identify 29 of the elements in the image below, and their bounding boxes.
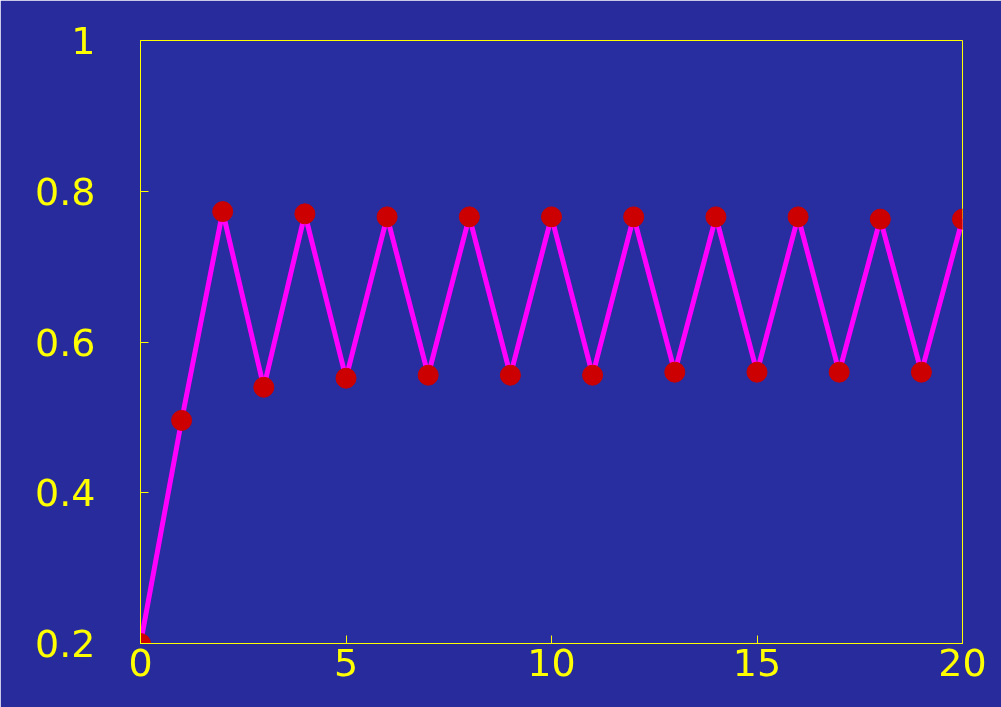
y-tick-label: 0.6 bbox=[35, 320, 96, 365]
point bbox=[458, 206, 480, 228]
point bbox=[664, 361, 686, 383]
x-tick-label: 0 bbox=[128, 640, 153, 685]
point bbox=[541, 206, 562, 228]
point bbox=[212, 201, 234, 223]
point bbox=[787, 206, 809, 228]
point bbox=[499, 364, 521, 386]
point bbox=[869, 208, 891, 230]
y-tick-label: 0.4 bbox=[35, 471, 96, 516]
point bbox=[253, 376, 275, 398]
x-tick-label: 15 bbox=[732, 640, 782, 685]
point bbox=[910, 361, 932, 383]
x-tick-label: 10 bbox=[527, 640, 576, 685]
point bbox=[705, 206, 727, 228]
point bbox=[335, 367, 357, 389]
point bbox=[582, 364, 604, 386]
y-tick-label: 0.8 bbox=[35, 169, 96, 214]
point bbox=[828, 361, 850, 383]
point bbox=[746, 361, 768, 383]
y-tick-label: 1 bbox=[71, 19, 96, 63]
y-tick-label: 0.2 bbox=[35, 622, 96, 666]
point bbox=[294, 203, 316, 225]
point bbox=[376, 206, 398, 228]
x-tick-label: 20 bbox=[938, 640, 987, 685]
point bbox=[417, 364, 439, 386]
x-tick-label: 5 bbox=[333, 640, 359, 685]
point bbox=[623, 206, 645, 228]
point bbox=[171, 409, 193, 431]
